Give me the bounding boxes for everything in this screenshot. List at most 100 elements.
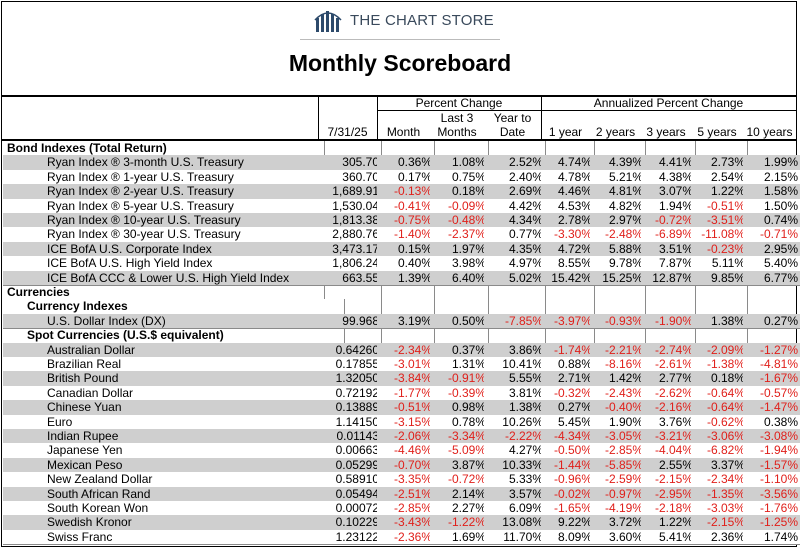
value-cell: 1.42% (590, 371, 646, 387)
value-cell: 10.26% (484, 414, 546, 430)
value-cell: 4.81% (590, 184, 646, 200)
value-cell: -2.21% (590, 342, 646, 358)
value-cell: 4.46% (541, 184, 595, 200)
brand-rule (300, 39, 500, 40)
title: Monthly Scoreboard (288, 50, 512, 76)
value-cell: 0.01143 (318, 429, 382, 445)
empty-cell (430, 299, 489, 314)
value-cell: -2.34% (691, 472, 748, 488)
value-cell: 2.36% (691, 529, 748, 546)
value-cell: -0.96% (541, 472, 595, 488)
value-cell: -3.06% (691, 429, 748, 445)
value-cell: -2.36% (377, 529, 435, 546)
value-cell: 1.22% (691, 184, 748, 200)
value-cell: 1.08% (430, 155, 489, 171)
value-cell: -1.44% (541, 457, 595, 474)
value-cell: 9.78% (590, 256, 646, 272)
value-cell: 1,530.04 (318, 198, 382, 214)
empty-cell (541, 299, 595, 314)
group-header: Annualized Percent Change (541, 97, 796, 111)
value-cell: -2.85% (377, 501, 435, 517)
empty-cell (377, 328, 435, 343)
value-cell: -0.72% (430, 472, 489, 488)
value-cell: 1.50% (743, 198, 800, 214)
value-cell: -0.64% (691, 400, 748, 416)
value-cell: 7.87% (641, 256, 696, 272)
value-cell: -0.40% (590, 400, 646, 416)
value-cell: 4.41% (641, 155, 696, 171)
section: Bond Indexes (Total Return) (3, 141, 325, 156)
header-rule (1, 95, 797, 97)
value-cell: 0.10229 (318, 515, 382, 531)
divider (318, 97, 319, 140)
value-cell: 6.09% (484, 501, 546, 517)
value-cell: 4.53% (541, 198, 595, 214)
value-cell: -1.27% (743, 342, 800, 358)
value-cell: 5.88% (590, 241, 646, 258)
value-cell: -3.03% (691, 501, 748, 517)
row-label: Brazilian Real (3, 357, 365, 373)
row-label: Mexican Peso (3, 457, 365, 474)
value-cell: 0.27% (743, 313, 800, 330)
value-cell: 5.40% (743, 256, 800, 272)
value-cell: 0.18% (691, 371, 748, 387)
empty-cell (541, 285, 595, 300)
column-header: 1 year (548, 125, 583, 139)
row-label: Ryan Index ® 1-year U.S. Treasury (3, 169, 365, 186)
value-cell: -1.25% (743, 515, 800, 531)
value-cell: 5.33% (484, 472, 546, 488)
value-cell: 4.27% (484, 443, 546, 459)
value-cell: -0.72% (641, 213, 696, 229)
value-cell: 3.72% (590, 515, 646, 531)
value-cell: -3.56% (743, 486, 800, 502)
value-cell: -1.22% (430, 515, 489, 531)
row-label: Swedish Kronor (3, 515, 365, 531)
value-cell: -1.76% (743, 501, 800, 517)
value-cell: -2.51% (377, 486, 435, 502)
value-cell: -1.57% (743, 457, 800, 474)
value-cell: 1,689.91 (318, 184, 382, 200)
value-cell: 1.39% (377, 270, 435, 286)
row-label: Ryan Index ® 30-year U.S. Treasury (3, 227, 365, 243)
value-cell: -1.65% (541, 501, 595, 517)
section: Currencies (3, 285, 325, 300)
value-cell: 2.73% (691, 155, 748, 171)
divider (541, 97, 542, 140)
value-cell: -8.16% (590, 357, 646, 373)
value-cell: 3.86% (484, 342, 546, 358)
value-cell: -0.02% (541, 486, 595, 502)
value-cell: 3.98% (430, 256, 489, 272)
value-cell: 15.42% (541, 270, 595, 286)
value-cell: 1.90% (590, 414, 646, 430)
value-cell: 0.72192 (318, 385, 382, 402)
value-cell: 2.71% (541, 371, 595, 387)
empty-cell (430, 328, 489, 343)
value-cell: 6.77% (743, 270, 800, 286)
column-header: Month (386, 125, 421, 139)
column-header: 7/31/25 (327, 125, 368, 139)
row-label: ICE BofA U.S. Corporate Index (3, 241, 365, 258)
row-label: South African Rand (3, 486, 365, 502)
value-cell: -3.30% (541, 227, 595, 243)
value-cell: -5.85% (590, 457, 646, 474)
empty-cell (691, 285, 748, 300)
value-cell: -0.09% (430, 198, 489, 214)
value-cell: 0.88% (541, 357, 595, 373)
value-cell: 3.37% (691, 457, 748, 474)
value-cell: 1,806.24 (318, 256, 382, 272)
subsection: Currency Indexes (3, 299, 345, 314)
column-header: 2 years (595, 125, 636, 139)
empty-cell (318, 299, 382, 314)
empty-cell (590, 328, 646, 343)
value-cell: 99.968 (318, 313, 382, 330)
empty-cell (484, 328, 546, 343)
value-cell: -0.51% (377, 400, 435, 416)
value-cell: -4.46% (377, 443, 435, 459)
row-label: Indian Rupee (3, 429, 365, 445)
value-cell: -2.74% (641, 342, 696, 358)
row-label: South Korean Won (3, 501, 365, 517)
value-cell: -0.97% (590, 486, 646, 502)
value-cell: 15.25% (590, 270, 646, 286)
empty-cell (641, 299, 696, 314)
value-cell: -2.09% (691, 342, 748, 358)
